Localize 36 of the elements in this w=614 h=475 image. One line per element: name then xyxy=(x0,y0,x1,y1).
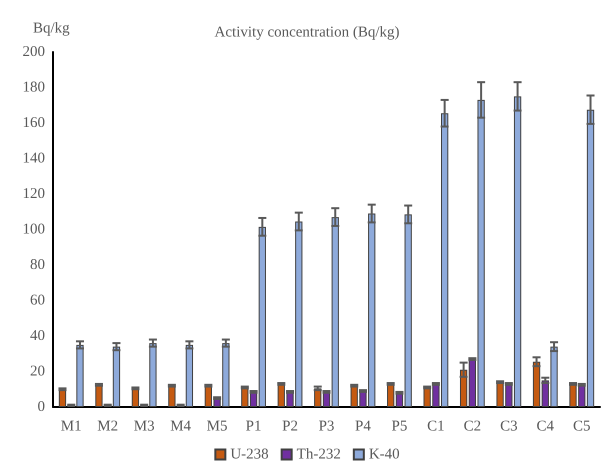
x-tick-label: P2 xyxy=(282,418,298,434)
x-tick-label: M1 xyxy=(60,418,82,434)
y-tick-label: 60 xyxy=(30,292,45,308)
x-tick-label: C3 xyxy=(500,418,518,434)
y-tick-label: 140 xyxy=(22,150,45,166)
legend-label: Th-232 xyxy=(296,446,341,462)
x-tick-label: M4 xyxy=(170,418,192,434)
y-tick-label: 100 xyxy=(22,222,45,238)
legend-label: K-40 xyxy=(368,446,400,462)
x-tick-label: P4 xyxy=(355,418,372,434)
y-tick-label: 20 xyxy=(30,364,45,380)
x-tick-label: M3 xyxy=(134,418,155,434)
x-tick-label: M2 xyxy=(97,418,118,434)
x-tick-label: M5 xyxy=(206,418,228,434)
x-tick-label: C1 xyxy=(427,418,445,434)
y-tick-label: 120 xyxy=(22,186,45,202)
y-tick-label: 180 xyxy=(22,80,45,96)
bar xyxy=(76,344,84,407)
x-tick-label: P5 xyxy=(392,418,408,434)
y-tick-label: 160 xyxy=(22,115,45,131)
y-tick-label: 0 xyxy=(38,399,45,415)
bar xyxy=(112,346,120,407)
x-tick-label: P1 xyxy=(246,418,262,434)
x-tick-label: C5 xyxy=(573,418,591,434)
x-tick-label: C2 xyxy=(464,418,482,434)
y-tick-label: 80 xyxy=(30,257,45,273)
x-tick-label: P3 xyxy=(318,418,334,434)
y-axis-title: Bq/kg xyxy=(33,20,70,36)
bar xyxy=(168,386,176,407)
y-tick-label: 200 xyxy=(22,44,45,60)
x-tick-label: C4 xyxy=(536,418,555,434)
chart-title: Activity concentration (Bq/kg) xyxy=(214,24,400,40)
y-tick-label: 40 xyxy=(30,328,45,344)
bar xyxy=(186,344,194,407)
bar xyxy=(149,343,157,407)
legend-label: U-238 xyxy=(230,446,269,462)
